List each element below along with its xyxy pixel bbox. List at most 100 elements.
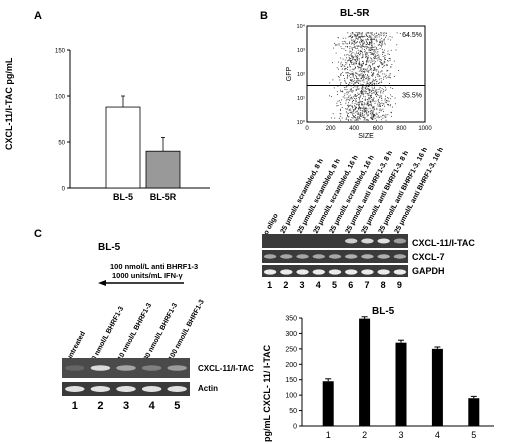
panel-b-lane-number: 4 [315,280,321,290]
panel-c-band-label-cxcl11: CXCL-11/I-TAC [198,364,254,373]
panel-d-bar-5 [468,398,480,426]
panel-b-band-cxcl11 [393,238,407,244]
panel-b-band-cxcl7 [296,254,309,259]
panel-b-lane-number: 9 [396,280,402,290]
panel-b-lane-number: 1 [267,280,273,290]
panel-d-category-label: 1 [326,430,331,440]
panel-b-band-cxcl7 [345,254,358,259]
panel-b-gel-cxcl11 [262,234,408,248]
panel-a-category-label: BL-5R [150,192,177,200]
panel-b-band-cxcl7 [328,254,342,259]
panel-b-letter: B [260,10,268,22]
panel-b-flow-scatter: 64.5% 35.5% 0 200 400 600 800 1000 10⁰ 10¹ 10² 10³ 1… [286,23,432,140]
panel-c-treatment-1: 100 nmol/L anti BHRF1-3 [110,262,199,271]
panel-b-xtick-label: 400 [349,126,360,132]
panel-c-band-actin [65,386,85,392]
panel-d-category-label: 5 [471,430,476,440]
panel-b-dot-cloud [329,32,401,121]
panel-d-title: BL-5 [372,306,395,317]
panel-b-band-gapdh [377,269,390,275]
panel-c-band-cxcl11 [141,365,162,371]
panel-b-ytick-label: 10⁰ [297,119,306,126]
panel-a-bar-chart: 0 50 100 150 BL-5 BL-5R [55,49,210,200]
panel-b-band-cxcl11 [361,238,374,244]
panel-b-band-gapdh [328,269,342,275]
panel-d-ytick-label: 200 [285,362,297,369]
panel-d-ytick-label: 350 [285,316,297,323]
panel-b-title: BL-5R [340,8,370,19]
panel-c-band-actin [116,386,136,392]
panel-d-bar-3 [395,342,407,426]
panel-c-title: BL-5 [98,242,121,253]
panel-b-xtick-label: 800 [396,126,407,132]
panel-b-gel-gapdh [262,265,408,277]
panel-b-band-gapdh [312,269,325,275]
panel-d-ytick-label: 50 [289,408,297,415]
panel-d-ytick-label: 300 [285,331,297,338]
panel-b-band-gapdh [296,269,309,275]
panel-c-lane-numbers: 1 2 3 4 5 [62,400,190,414]
panel-b-lane-number: 7 [364,280,370,290]
panel-d-category-label: 3 [398,430,403,440]
panel-b-ytick-label: 10⁴ [297,23,306,30]
panel-a-bar-1 [105,106,141,189]
panel-d-category-label: 4 [435,430,440,440]
panel-c-band-actin [167,386,187,392]
panel-c-band-cxcl11 [90,365,111,371]
panel-c-gel-actin [62,382,190,396]
panel-b-ylabel: GFP [286,66,293,81]
panel-a-ytick-label: 150 [55,49,66,55]
panel-c-treatment-2: 1000 units/mL IFN-γ [112,271,183,280]
panel-d-bar-1 [322,381,334,426]
panel-c-band-label-actin: Actin [198,384,218,393]
panel-b-gate-upper-bg [401,30,423,39]
panel-b-xlabel: SIZE [358,133,374,140]
panel-d-ytick-label: 250 [285,346,297,353]
band-label-cxcl7: CXCL-7 [412,252,445,262]
panel-c-lane-number: 3 [123,400,130,412]
panel-c-band-actin [141,386,162,392]
panel-b-ytick-label: 10² [297,72,305,78]
band-label-cxcl11: CXCL-11/I-TAC [412,238,475,248]
panel-b-band-gapdh [345,269,358,275]
panel-c-lane-number: 5 [174,400,181,412]
panel-b-lane-number: 6 [348,280,354,290]
panel-b-band-gapdh [263,269,277,275]
panel-b-lane-number: 2 [283,280,289,290]
panel-b-band-cxcl7 [377,254,390,259]
panel-c-lane-number: 4 [148,400,155,412]
panel-b-plot-frame [306,25,426,123]
panel-c-letter: C [34,228,42,240]
panel-d-bar-4 [431,348,443,426]
panel-b-band-gapdh [361,269,374,275]
panel-d-ytick-label: 150 [285,377,297,384]
panel-c-gel-cxcl11 [62,358,190,378]
panel-b-band-cxcl7 [393,254,407,259]
panel-b-gel-cxcl7 [262,250,408,263]
panel-b-gate-upper-label: 64.5% [402,32,422,39]
panel-b-xtick-label: 0 [305,126,309,132]
panel-a-ylabel: CXCL-11/I-TAC pg/mL [4,57,14,150]
panel-b-band-cxcl11 [377,238,390,244]
panel-d-category-label: 2 [362,430,367,440]
panel-b-xtick-label: 1000 [418,126,432,132]
panel-a-ytick-label: 100 [55,95,66,101]
panel-b-lane-number: 5 [332,280,338,290]
panel-d-ylabel: pg/mL CXCL- 11/ I-TAC [262,344,272,442]
panel-b-lane-number: 3 [299,280,305,290]
panel-b-band-gapdh [280,269,293,275]
panel-b-ytick-label: 10³ [297,48,305,54]
panel-b-gate-lower-bg [401,90,423,100]
panel-a-bar-2 [145,150,181,189]
panel-b-band-gapdh [393,269,407,275]
panel-a-category-label: BL-5 [113,192,133,200]
band-label-gapdh: GAPDH [412,266,445,276]
panel-d-bar-chart: 0 50 100 150 200 250 300 350 1 2 3 4 5 [285,316,494,440]
panel-c-lane-number: 1 [71,400,78,412]
panel-c-band-cxcl11 [167,365,187,371]
panel-c-band-actin [90,386,111,392]
panel-b-band-cxcl7 [361,254,374,259]
panel-d-bar-2 [359,318,371,426]
panel-b-xtick-label: 600 [373,126,384,132]
